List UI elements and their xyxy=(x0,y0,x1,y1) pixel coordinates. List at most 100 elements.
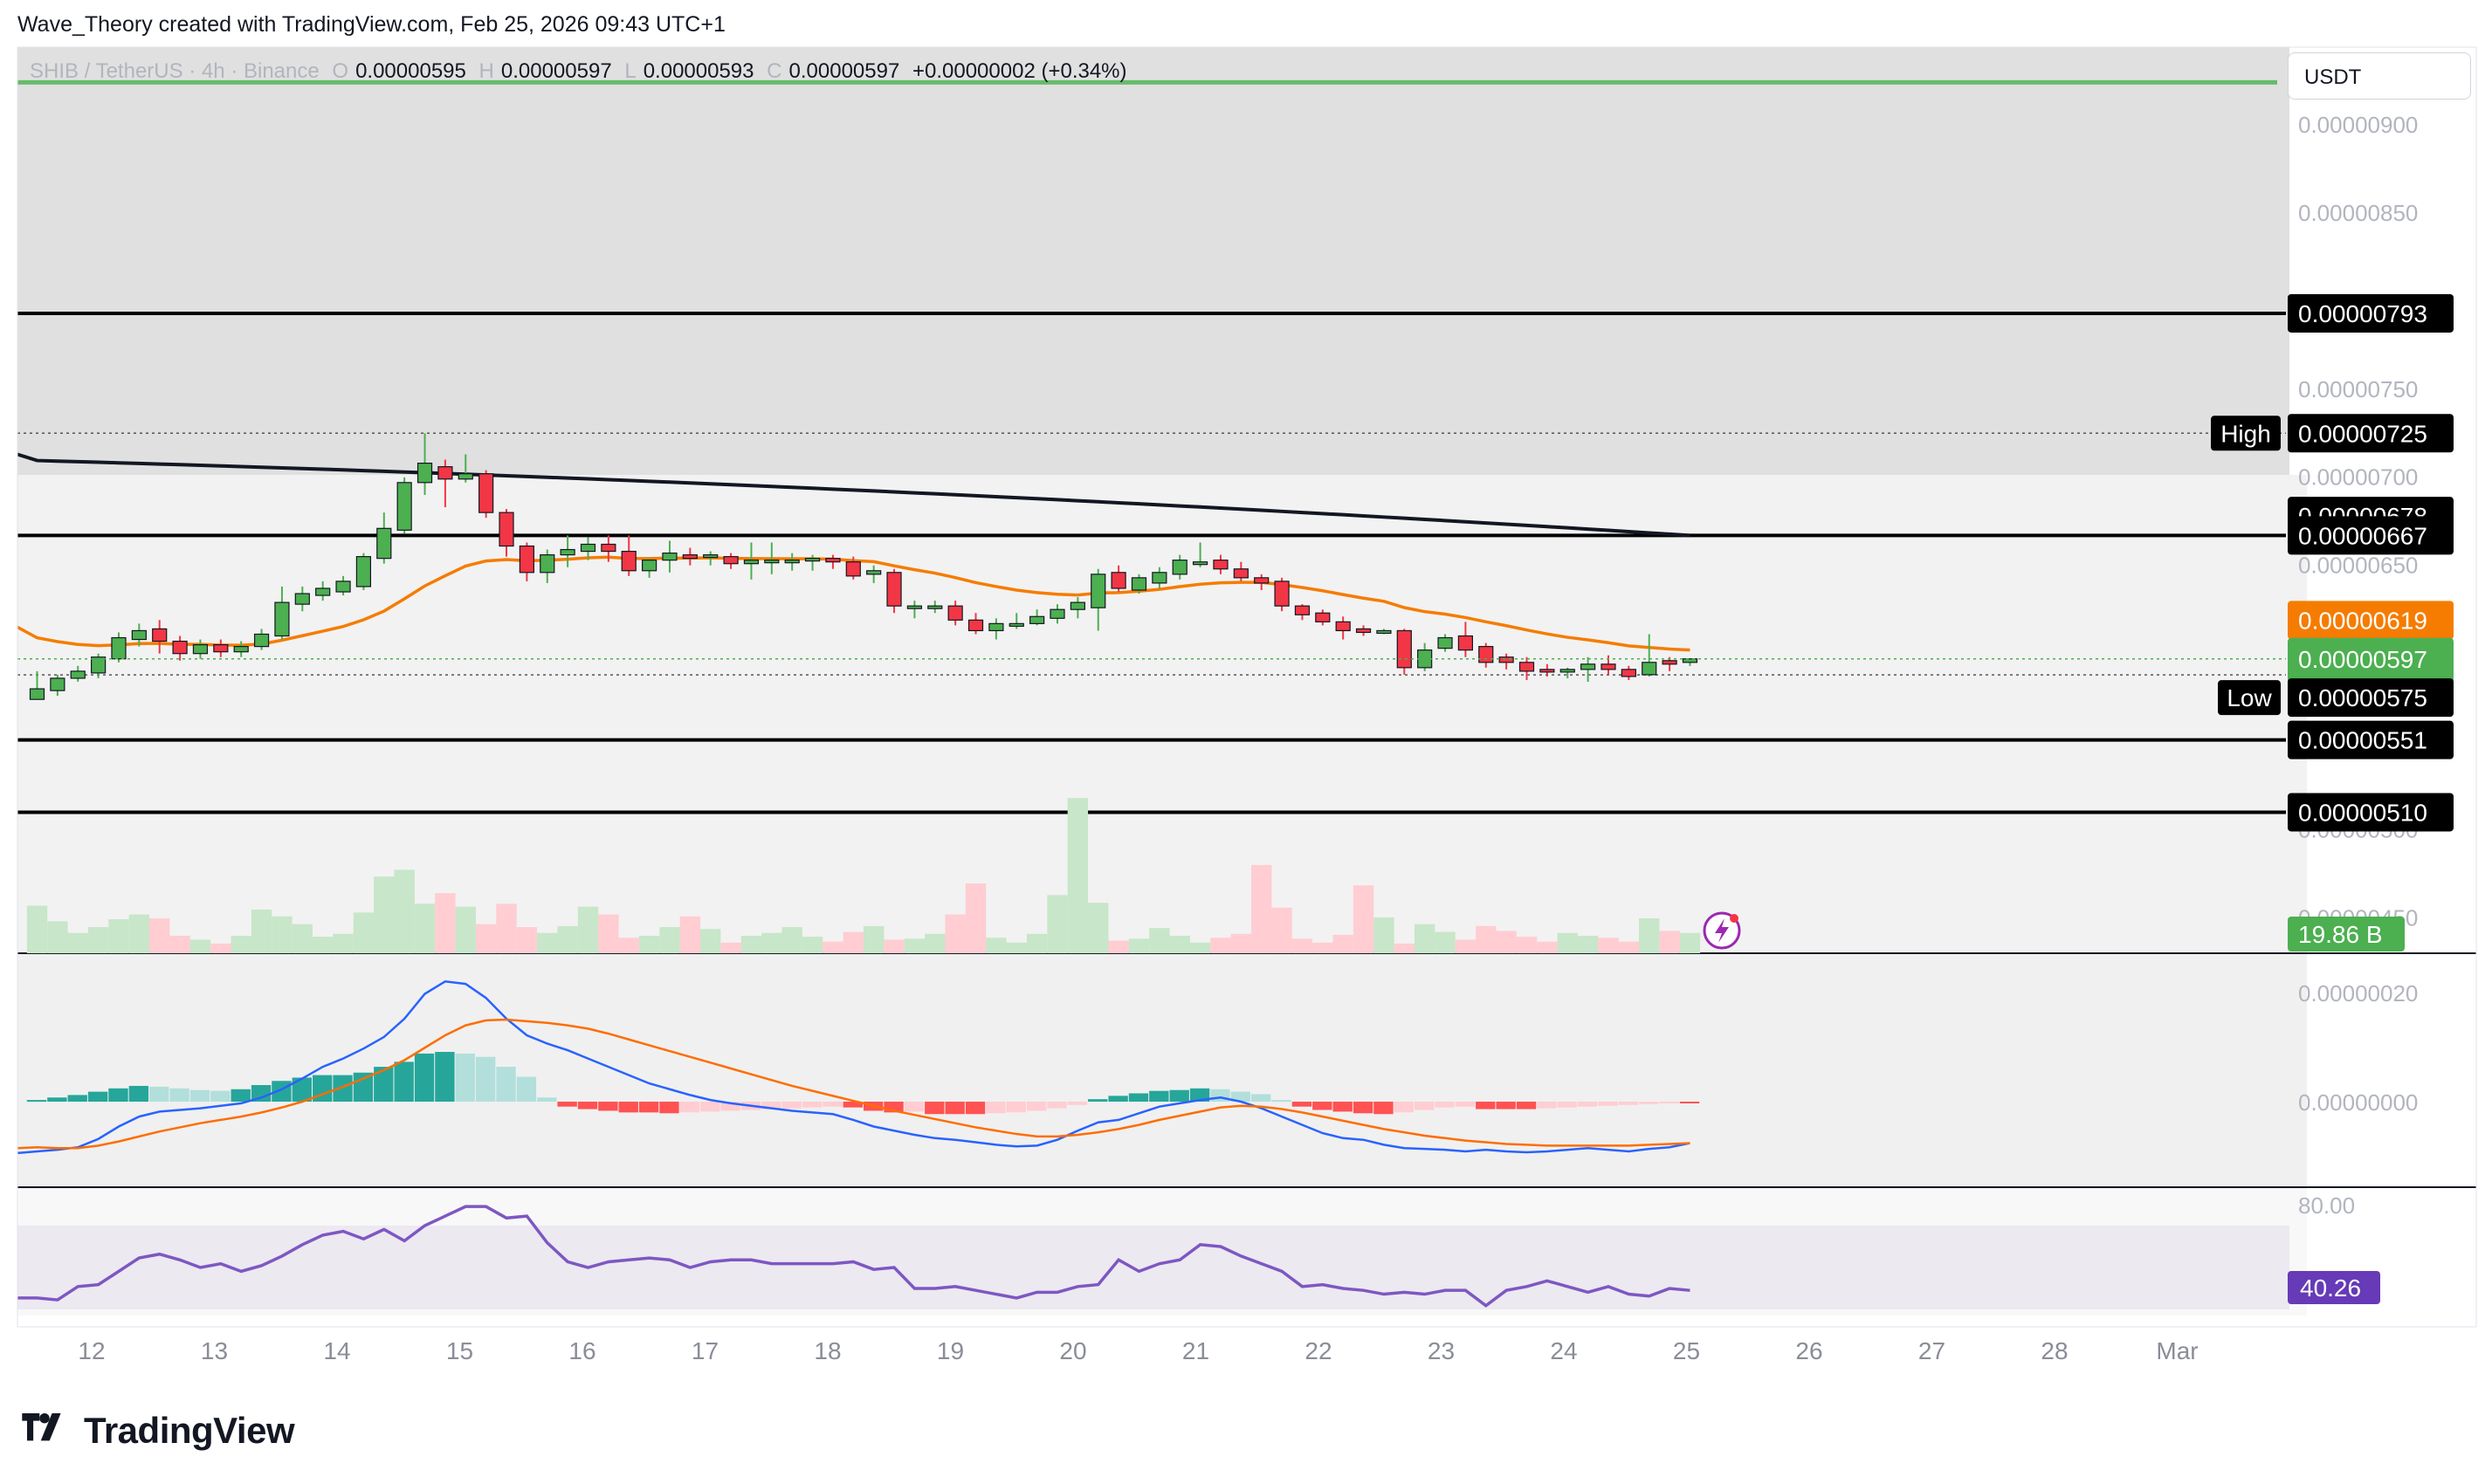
low-value: 0.00000593 xyxy=(643,59,754,83)
macd-histogram-bar xyxy=(1067,1102,1088,1105)
bolt-icon-glyph xyxy=(1715,918,1729,943)
macd-histogram-bar xyxy=(781,1102,802,1109)
currency-button[interactable]: USDT xyxy=(2288,52,2471,100)
candle-body xyxy=(804,558,821,562)
rsi-tick-label: 80.00 xyxy=(2298,1192,2355,1219)
volume-bar xyxy=(1169,936,1190,953)
volume-bar xyxy=(87,927,109,953)
price-tick-label: 0.00000700 xyxy=(2298,464,2418,491)
macd-histogram-bar xyxy=(1659,1102,1679,1103)
candle-body xyxy=(478,473,494,513)
macd-histogram-bar xyxy=(1026,1102,1047,1111)
symbol-label[interactable]: SHIB / TetherUS · 4h · Binance xyxy=(30,59,320,83)
volume-bar xyxy=(740,936,762,953)
macd-histogram-bar xyxy=(1435,1102,1455,1108)
high-price-label-bg xyxy=(2288,414,2454,453)
candle-body xyxy=(601,543,616,553)
macd-histogram-bar xyxy=(1455,1102,1476,1107)
level-price-label: 0.00000793 xyxy=(2298,300,2427,327)
macd-histogram-bar xyxy=(231,1089,251,1102)
chart-border xyxy=(17,46,2477,1328)
candle-body xyxy=(906,605,923,609)
volume-bar xyxy=(47,921,68,953)
candle-body xyxy=(784,560,800,564)
volume-bar xyxy=(638,936,660,953)
time-axis-label: 18 xyxy=(814,1337,841,1364)
candle-body xyxy=(1009,622,1024,627)
low-price-label-bg xyxy=(2288,678,2454,718)
macd-histogram-bar xyxy=(292,1077,312,1102)
candle-body xyxy=(29,688,45,700)
macd-histogram-bar xyxy=(700,1102,720,1112)
candle-body xyxy=(1131,577,1147,591)
macd-histogram-bar xyxy=(598,1102,618,1111)
volume-bar xyxy=(986,938,1007,953)
volume-bar xyxy=(1414,924,1435,953)
volume-bar xyxy=(618,938,639,953)
candle-body xyxy=(1601,663,1616,670)
volume-bar xyxy=(761,932,782,953)
macd-histogram-bar xyxy=(659,1102,679,1114)
volume-bar xyxy=(537,932,558,953)
candle-body xyxy=(111,636,127,660)
volume-bar xyxy=(67,932,88,953)
time-axis-label: 28 xyxy=(2041,1337,2068,1364)
macd-histogram-bar xyxy=(965,1102,986,1115)
volume-bar xyxy=(965,883,987,953)
macd-histogram-bar xyxy=(986,1102,1006,1114)
macd-histogram-bar xyxy=(475,1056,496,1102)
volume-bar xyxy=(394,869,415,953)
candle-body xyxy=(70,670,86,679)
volume-bar xyxy=(169,936,190,953)
volume-bar xyxy=(1537,941,1558,953)
candle-body xyxy=(580,543,596,553)
macd-histogram-bar xyxy=(251,1085,272,1102)
low-price-label: 0.00000575 xyxy=(2298,684,2427,711)
volume-bar xyxy=(945,914,966,953)
candle-body xyxy=(845,561,861,577)
time-axis-label: 21 xyxy=(1182,1337,1209,1364)
candle-body xyxy=(416,462,433,484)
candle-body xyxy=(947,605,963,621)
macd-histogram-bar xyxy=(496,1067,516,1102)
candle-body xyxy=(172,640,188,655)
tradingview-logo-icon xyxy=(22,1413,61,1441)
rsi-label-bg xyxy=(2288,1271,2380,1304)
candle-body xyxy=(1091,574,1106,608)
candle-body xyxy=(355,556,372,587)
candle-body xyxy=(825,558,841,563)
macd-histogram-bar xyxy=(87,1091,108,1102)
volume-bar xyxy=(1210,938,1231,953)
volume-bar xyxy=(435,893,456,953)
volume-bar xyxy=(128,914,150,953)
macd-histogram-bar xyxy=(1577,1102,1598,1107)
volume-bar xyxy=(251,910,272,953)
candle-body xyxy=(743,560,760,565)
candle-body xyxy=(499,512,514,547)
volume-bar xyxy=(26,905,48,953)
candle-body xyxy=(274,601,290,637)
volume-bar xyxy=(557,925,578,953)
volume-bar xyxy=(781,927,802,953)
candle-body xyxy=(1539,669,1555,673)
macd-histogram-bar xyxy=(557,1102,577,1107)
level-price-label-bg xyxy=(2288,293,2454,333)
candle-body xyxy=(723,556,739,565)
ema-price-label: 0.00000619 xyxy=(2298,607,2427,634)
volume-bar xyxy=(1373,917,1394,953)
macd-histogram-bar xyxy=(189,1089,210,1102)
candle-body xyxy=(253,633,270,648)
candle-body xyxy=(1172,560,1187,575)
macd-histogram-bar xyxy=(1496,1102,1516,1110)
candle-body xyxy=(1192,561,1208,566)
high-label: H xyxy=(478,59,494,83)
time-axis-label: 26 xyxy=(1795,1337,1822,1364)
candle-body xyxy=(988,622,1004,632)
tradingview-brand[interactable]: TradingView xyxy=(17,1409,295,1453)
macd-histogram-bar xyxy=(1394,1102,1414,1113)
macd-histogram-bar xyxy=(1639,1102,1659,1104)
volume-bar xyxy=(1496,931,1517,953)
macd-histogram-bar xyxy=(374,1067,394,1102)
notification-dot xyxy=(1730,914,1738,923)
